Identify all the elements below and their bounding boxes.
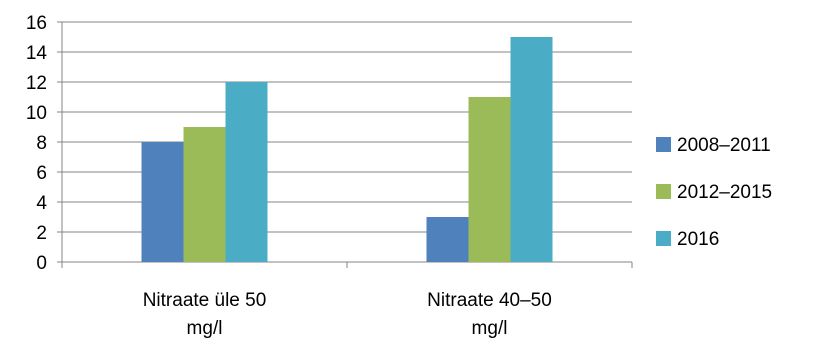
legend: 2008–2011 2012–2015 2016 <box>656 135 772 250</box>
y-tick-label: 14 <box>26 43 48 64</box>
y-tick-labels: 0 2 4 6 8 10 12 14 16 <box>26 13 48 274</box>
legend-label: 2008–2011 <box>677 135 771 156</box>
y-tick-label: 12 <box>26 73 47 94</box>
y-tick-label: 6 <box>36 163 47 184</box>
bar-1-1 <box>141 142 184 262</box>
y-tick-label: 2 <box>36 223 47 244</box>
y-tick-label: 8 <box>36 133 47 154</box>
y-tick-label: 16 <box>26 13 47 34</box>
x-tick-label: Nitraate üle 50 <box>143 290 267 311</box>
legend-swatch <box>656 184 671 199</box>
bars <box>141 37 553 262</box>
bar-3-2 <box>510 37 553 262</box>
bar-1-2 <box>426 217 469 262</box>
x-tick-labels: Nitraate üle 50 mg/l Nitraate 40–50 mg/l <box>143 290 552 338</box>
x-tick-label: mg/l <box>187 318 223 338</box>
x-tick-label: mg/l <box>472 318 508 338</box>
x-tick-label: Nitraate 40–50 <box>427 290 552 311</box>
y-tick-label: 4 <box>36 193 47 214</box>
y-tick-label: 0 <box>36 253 47 274</box>
bar-2-1 <box>183 127 226 262</box>
legend-swatch <box>656 231 671 246</box>
bar-2-2 <box>468 97 511 262</box>
legend-swatch <box>656 137 671 152</box>
bar-3-1 <box>225 82 268 262</box>
legend-label: 2016 <box>677 229 719 250</box>
y-tick-label: 10 <box>26 103 47 124</box>
legend-label: 2012–2015 <box>677 182 772 203</box>
